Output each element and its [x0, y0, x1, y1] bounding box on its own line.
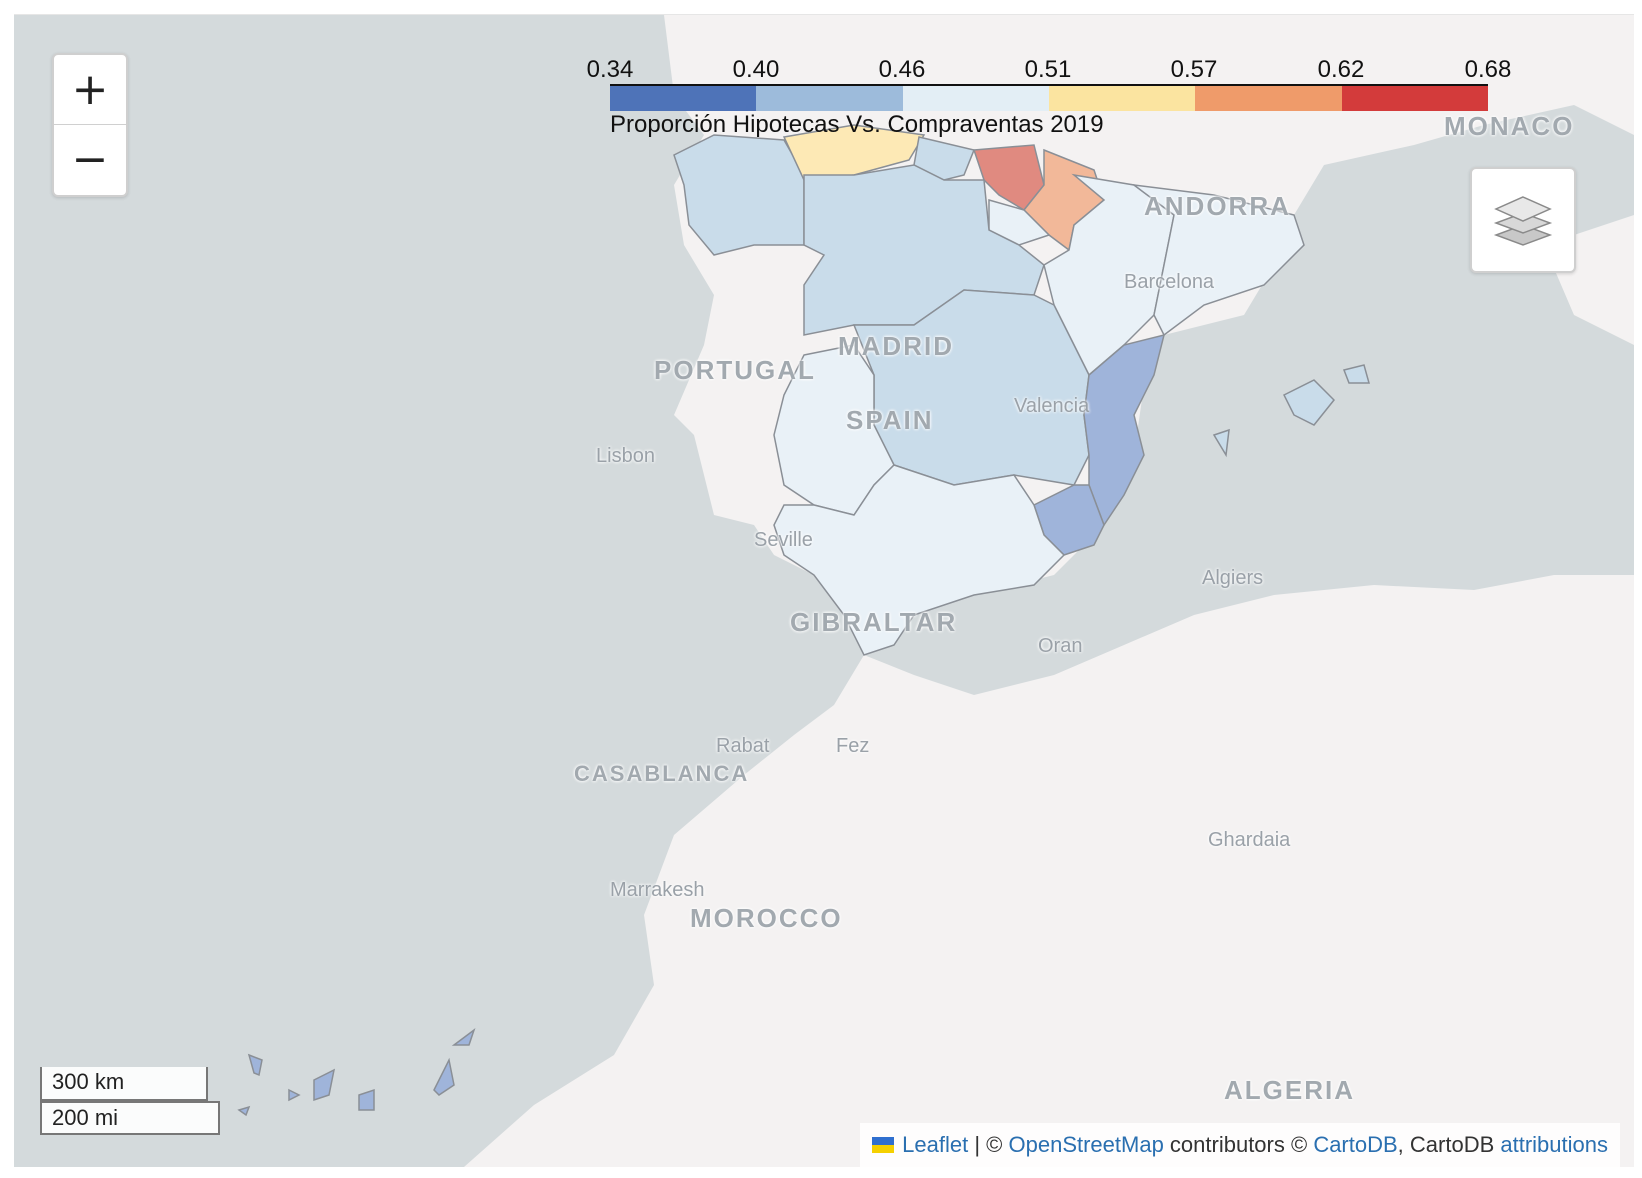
region-cantabria	[913, 136, 976, 181]
land-africa	[464, 575, 1634, 1167]
ukraine-flag-icon	[872, 1137, 895, 1153]
label-valencia: Valencia	[1014, 395, 1090, 417]
attribution-sep: | ©	[968, 1132, 1009, 1157]
label-fez: Fez	[836, 735, 870, 757]
cartodb-link[interactable]: CartoDB	[1313, 1132, 1398, 1157]
attribution-contrib: contributors ©	[1163, 1132, 1314, 1157]
layers-icon	[1493, 196, 1553, 246]
region-andalucia	[773, 464, 1066, 656]
label-portugal: PORTUGAL	[654, 355, 816, 385]
region-valencia	[1083, 333, 1166, 527]
label-madrid: MADRID	[838, 331, 954, 361]
region-catalonia	[1131, 183, 1305, 337]
scale-km: 300 km	[40, 1067, 208, 1101]
zoom-out-button[interactable]: −	[54, 124, 126, 194]
label-oran: Oran	[1038, 635, 1083, 657]
scale-control: 300 km 200 mi	[40, 1067, 220, 1135]
label-algeria: ALGERIA	[1224, 1075, 1355, 1105]
attributions-link[interactable]: attributions	[1500, 1132, 1608, 1157]
label-ghardaia: Ghardaia	[1208, 829, 1291, 851]
map-canvas[interactable]: MONACO ANDORRA Barcelona MADRID PORTUGAL…	[14, 14, 1634, 1167]
label-lisbon: Lisbon	[596, 445, 655, 467]
basemap	[237, 15, 1634, 1167]
label-algiers: Algiers	[1202, 567, 1264, 589]
attribution-bar: Leaflet | © OpenStreetMap contributors ©…	[860, 1123, 1620, 1167]
label-casablanca: CASABLANCA	[574, 761, 750, 786]
label-spain: SPAIN	[846, 405, 934, 435]
scale-mi: 200 mi	[40, 1101, 220, 1135]
zoom-control: + −	[52, 53, 128, 197]
label-morocco: MOROCCO	[690, 903, 843, 933]
region-canarias	[237, 1027, 476, 1117]
attribution-carto2: , CartoDB	[1397, 1132, 1501, 1157]
region-galicia	[673, 134, 805, 256]
label-barcelona: Barcelona	[1124, 271, 1215, 293]
leaflet-link[interactable]: Leaflet	[902, 1132, 969, 1157]
label-gibraltar: GIBRALTAR	[790, 607, 958, 637]
label-marrakesh: Marrakesh	[610, 879, 705, 901]
zoom-in-button[interactable]: +	[71, 64, 109, 115]
label-andorra: ANDORRA	[1144, 191, 1291, 221]
label-rabat: Rabat	[716, 735, 770, 757]
label-seville: Seville	[754, 529, 813, 551]
osm-link[interactable]: OpenStreetMap	[1008, 1132, 1164, 1157]
layers-control-button[interactable]	[1470, 167, 1576, 273]
label-monaco: MONACO	[1444, 111, 1575, 141]
region-baleares	[1212, 364, 1370, 458]
